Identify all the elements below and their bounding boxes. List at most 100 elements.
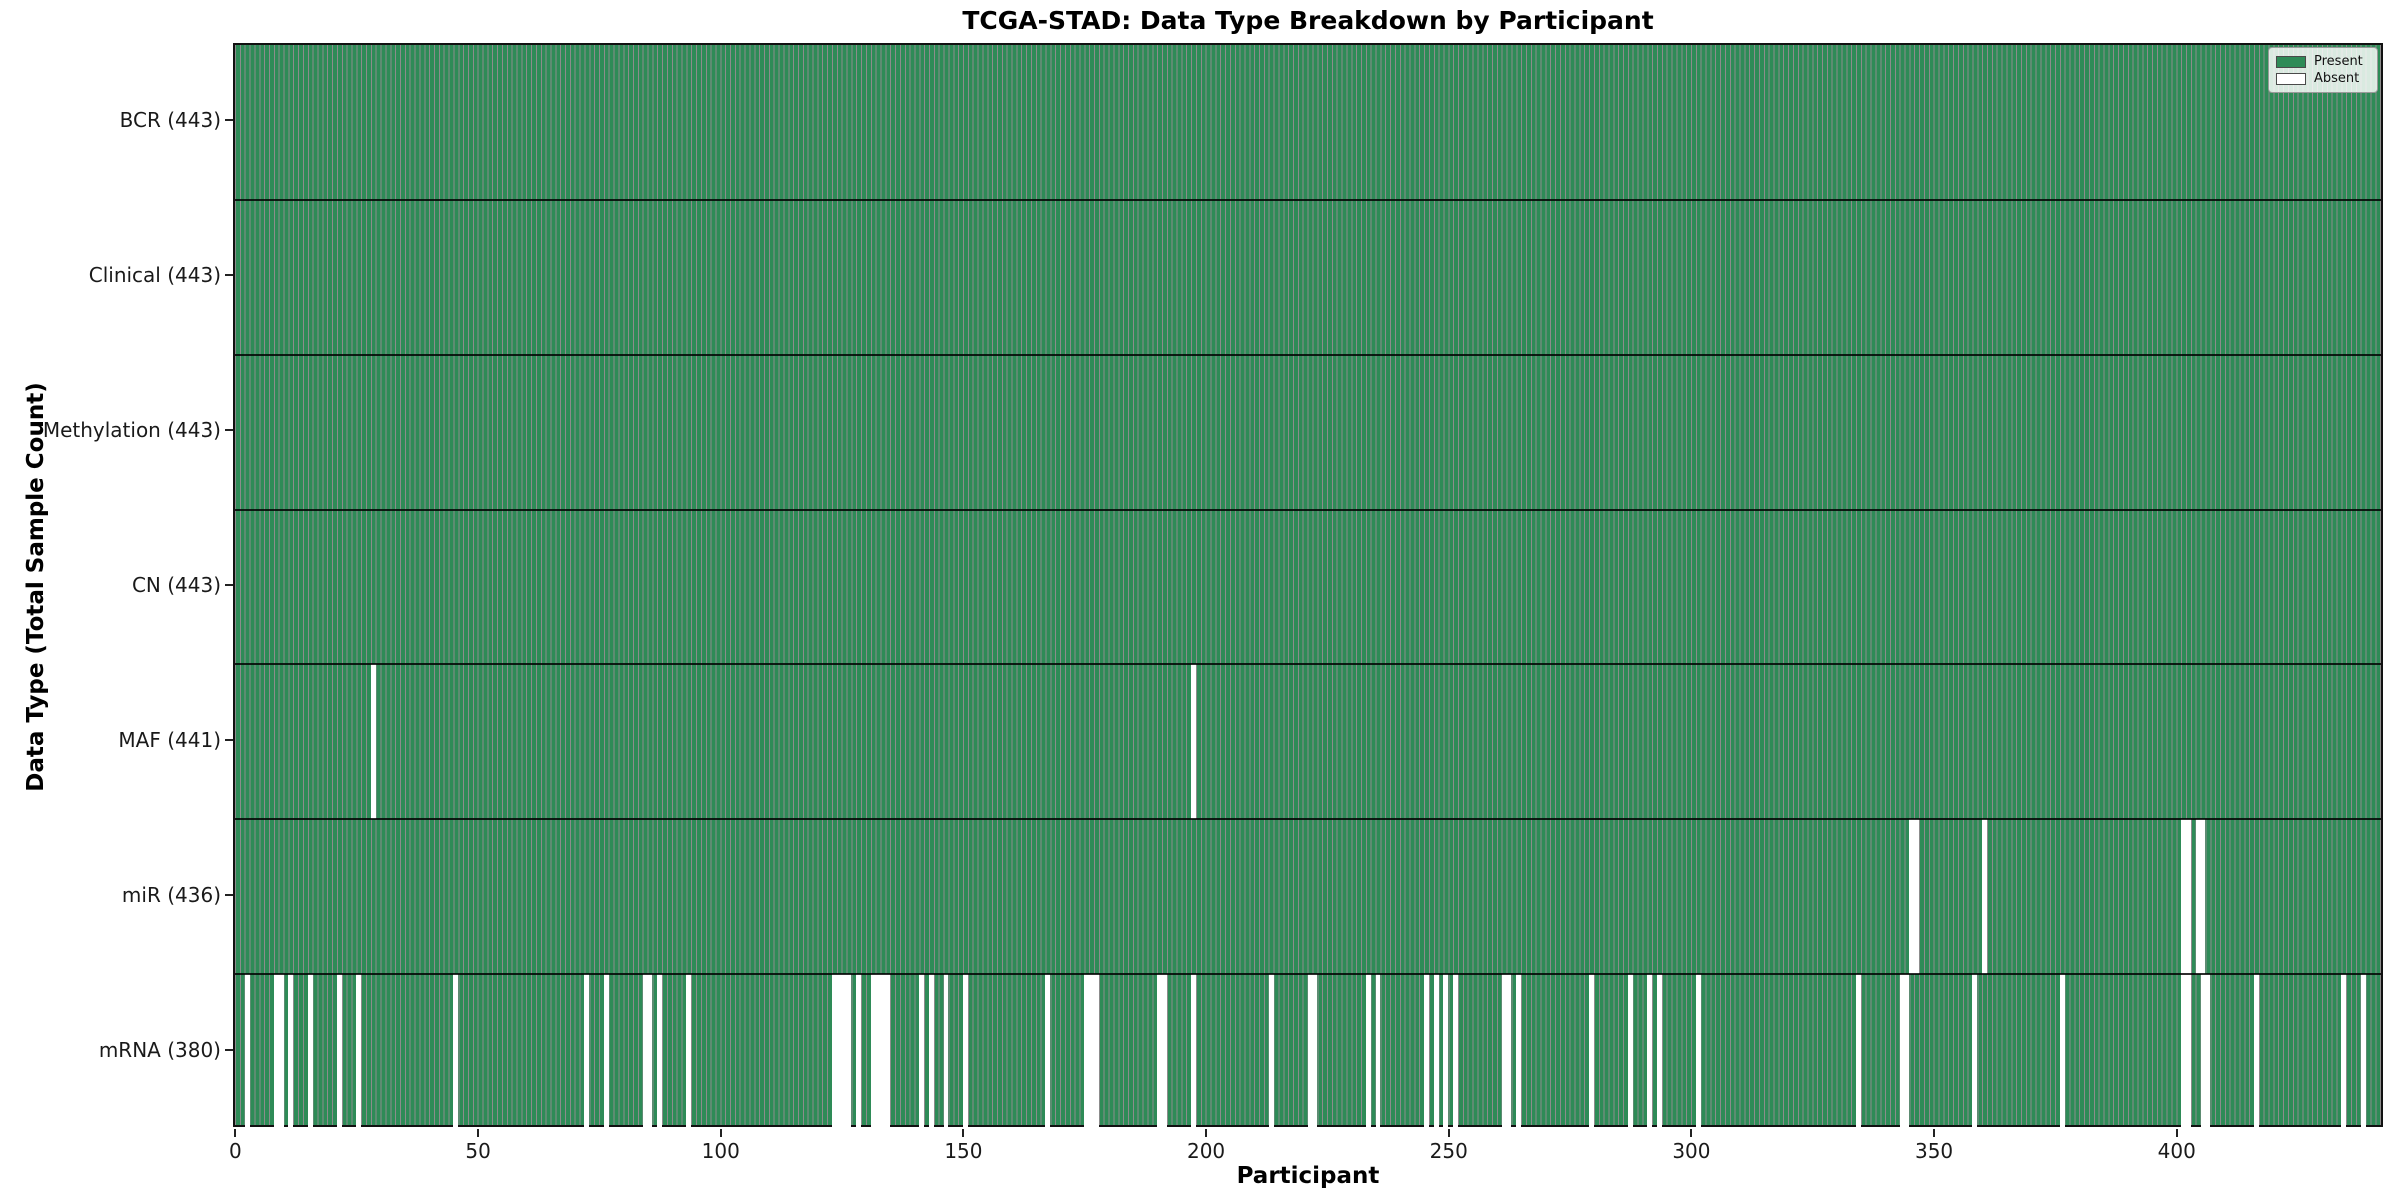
y-tick-mark <box>225 1048 233 1051</box>
y-tick-label-mir: miR (436) <box>121 882 221 907</box>
absent-cell <box>2059 974 2065 1129</box>
data-row-mrna <box>235 974 2381 1129</box>
absent-cell <box>836 974 842 1129</box>
absent-cell <box>278 974 284 1129</box>
row-separator <box>235 508 2381 511</box>
absent-cell <box>875 974 881 1129</box>
absent-cell <box>1855 974 1861 1129</box>
absent-cell <box>1647 974 1653 1129</box>
x-tick-label-350: 350 <box>1914 1139 1954 1163</box>
y-tick-label-maf: MAF (441) <box>118 727 221 752</box>
row-separator <box>235 353 2381 356</box>
y-tick-mark <box>225 429 233 432</box>
data-row-maf <box>235 664 2381 820</box>
legend: Present Absent <box>2268 47 2378 93</box>
row-separator <box>235 663 2381 666</box>
absent-cell <box>584 974 590 1129</box>
absent-cell <box>603 974 609 1129</box>
x-tick-label-200: 200 <box>1186 1139 1226 1163</box>
x-tick-label-400: 400 <box>2157 1139 2196 1163</box>
absent-cell <box>686 974 692 1129</box>
absent-cell <box>2253 974 2259 1129</box>
absent-cell <box>856 974 862 1129</box>
absent-cell <box>1424 974 1429 1129</box>
legend-entry-present: Present <box>2276 53 2370 70</box>
absent-cell <box>288 974 294 1129</box>
x-tick-mark <box>1933 1129 1936 1137</box>
plot-area <box>233 43 2383 1129</box>
absent-cell <box>2186 819 2191 975</box>
absent-cell <box>1516 974 1522 1129</box>
absent-cell <box>1627 974 1633 1129</box>
absent-cell <box>2200 819 2206 975</box>
absent-cell <box>336 974 342 1129</box>
data-row-bcr <box>235 45 2381 200</box>
x-tick-label-0: 0 <box>229 1139 242 1163</box>
absent-cell <box>1443 974 1449 1129</box>
x-tick-mark <box>962 1129 965 1137</box>
absent-cell <box>1161 974 1167 1129</box>
absent-cell <box>2341 974 2347 1129</box>
chart-title: TCGA-STAD: Data Type Breakdown by Partic… <box>962 6 1654 35</box>
absent-cell <box>880 974 886 1129</box>
absent-cell <box>2181 974 2186 1129</box>
x-tick-label-250: 250 <box>1429 1139 1468 1163</box>
absent-cell <box>841 974 847 1129</box>
row-separator <box>235 818 2381 821</box>
x-axis-label: Participant <box>1236 1163 1380 1189</box>
absent-cell <box>1506 974 1512 1129</box>
absent-cell <box>929 974 934 1129</box>
absent-cell <box>943 974 949 1129</box>
absent-cell <box>647 974 653 1129</box>
x-tick-label-100: 100 <box>701 1139 740 1163</box>
absent-cell <box>919 974 925 1129</box>
x-tick-label-150: 150 <box>944 1139 983 1163</box>
absent-cell <box>1433 974 1439 1129</box>
legend-entry-absent: Absent <box>2276 70 2370 87</box>
row-separator <box>235 198 2381 201</box>
absent-cell <box>2181 819 2186 975</box>
absent-cell <box>846 974 852 1129</box>
absent-cell <box>642 974 648 1129</box>
x-tick-mark <box>234 1129 237 1137</box>
absent-cell <box>1501 974 1507 1129</box>
absent-cell <box>1084 974 1090 1129</box>
absent-cell <box>1695 974 1701 1129</box>
x-tick-label-50: 50 <box>465 1139 491 1163</box>
data-row-clinical <box>235 200 2381 355</box>
absent-cell <box>2200 974 2206 1129</box>
x-tick-mark <box>1447 1129 1450 1137</box>
y-tick-mark <box>225 893 233 896</box>
absent-cell <box>1914 819 1920 975</box>
x-tick-mark <box>2175 1129 2178 1137</box>
absent-cell <box>1089 974 1095 1129</box>
data-row-methylation <box>235 355 2381 510</box>
absent-cell <box>273 974 279 1129</box>
absent-cell <box>2360 974 2366 1129</box>
absent-cell <box>870 974 876 1129</box>
absent-cell <box>1375 974 1381 1129</box>
y-tick-label-cn: CN (443) <box>131 573 221 597</box>
absent-cell <box>831 974 837 1129</box>
x-tick-mark <box>1205 1129 1208 1137</box>
y-tick-mark <box>225 584 233 586</box>
absent-cell <box>657 974 663 1129</box>
legend-absent-label: Absent <box>2314 71 2360 86</box>
absent-cell <box>1982 819 1988 975</box>
absent-cell <box>370 664 376 820</box>
absent-cell <box>2205 974 2211 1129</box>
absent-cell <box>885 974 891 1129</box>
absent-cell <box>1657 974 1662 1129</box>
absent-cell <box>1972 974 1978 1129</box>
y-tick-mark <box>225 738 233 741</box>
legend-absent-swatch <box>2276 72 2306 85</box>
absent-cell <box>1157 974 1162 1129</box>
absent-cell <box>1453 974 1458 1129</box>
absent-cell <box>962 974 968 1129</box>
absent-cell <box>244 974 250 1129</box>
data-row-mir <box>235 819 2381 975</box>
absent-cell <box>1094 974 1099 1129</box>
absent-cell <box>1312 974 1318 1129</box>
y-tick-mark <box>225 274 233 277</box>
data-row-cn <box>235 510 2381 665</box>
